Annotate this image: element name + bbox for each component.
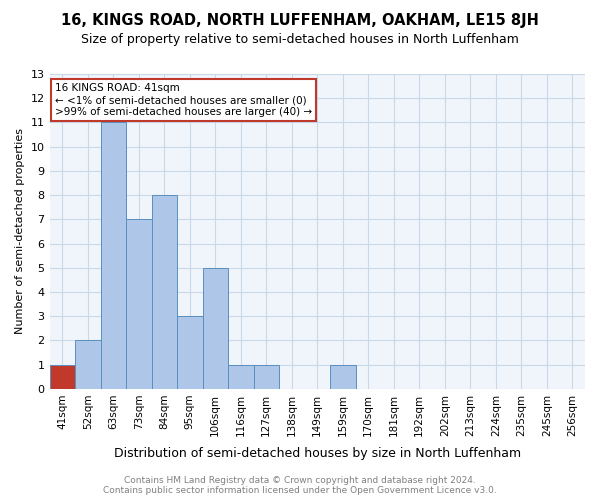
Text: 16 KINGS ROAD: 41sqm
← <1% of semi-detached houses are smaller (0)
>99% of semi-: 16 KINGS ROAD: 41sqm ← <1% of semi-detac… bbox=[55, 84, 312, 116]
Bar bbox=[330, 364, 356, 389]
Y-axis label: Number of semi-detached properties: Number of semi-detached properties bbox=[15, 128, 25, 334]
Bar bbox=[254, 364, 279, 389]
Bar bbox=[50, 364, 75, 389]
Bar bbox=[75, 340, 101, 389]
Text: Contains HM Land Registry data © Crown copyright and database right 2024.
Contai: Contains HM Land Registry data © Crown c… bbox=[103, 476, 497, 495]
Text: 16, KINGS ROAD, NORTH LUFFENHAM, OAKHAM, LE15 8JH: 16, KINGS ROAD, NORTH LUFFENHAM, OAKHAM,… bbox=[61, 12, 539, 28]
Bar bbox=[203, 268, 228, 389]
Bar bbox=[101, 122, 126, 389]
Bar bbox=[228, 364, 254, 389]
Bar bbox=[126, 220, 152, 389]
Bar bbox=[177, 316, 203, 389]
Text: Size of property relative to semi-detached houses in North Luffenham: Size of property relative to semi-detach… bbox=[81, 32, 519, 46]
X-axis label: Distribution of semi-detached houses by size in North Luffenham: Distribution of semi-detached houses by … bbox=[114, 447, 521, 460]
Bar bbox=[152, 195, 177, 389]
